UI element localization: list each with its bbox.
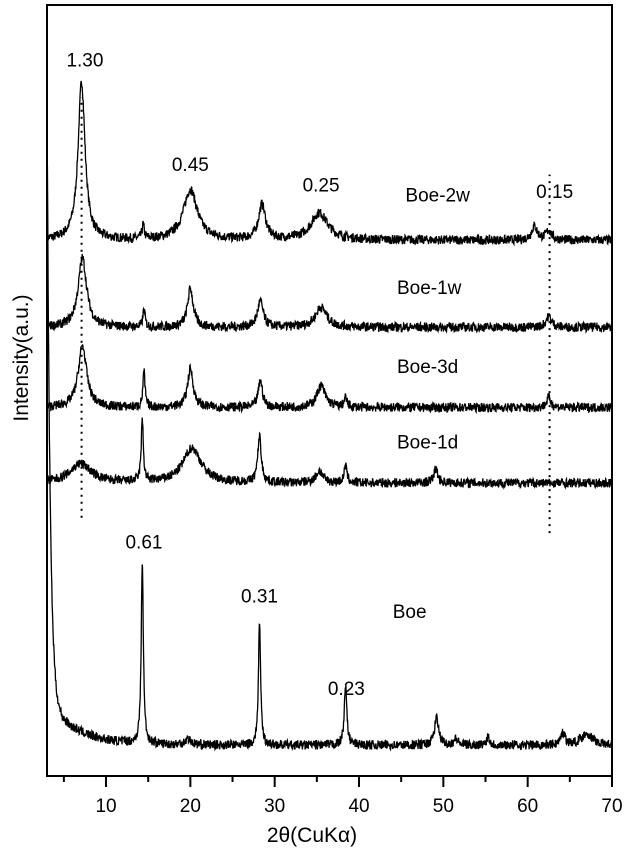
d-spacing-label: 0.61 — [125, 533, 162, 554]
series-label: Boe-2w — [405, 186, 470, 207]
trace-boe-3d — [46, 344, 613, 415]
trace-boe — [46, 165, 613, 752]
x-tick-label: 60 — [517, 796, 538, 817]
reference-lines — [80, 97, 551, 534]
trace-boe-1w — [46, 253, 613, 335]
series-label: Boe-1w — [397, 278, 462, 299]
d-spacing-label: 0.31 — [241, 587, 278, 608]
d-spacing-label: 0.23 — [328, 679, 365, 700]
annotations: 1.30 0.45 0.25 0.15 0.61 0.31 0.23 Boe-2w Boe-1w… — [66, 51, 573, 700]
x-tick-label: 30 — [264, 796, 285, 817]
x-axis-label: 2θ(CuKα) — [267, 824, 357, 847]
d-spacing-label: 0.15 — [536, 182, 573, 203]
trace-boe-2w — [46, 80, 613, 247]
series-label: Boe — [393, 602, 427, 623]
d-spacing-label: 0.25 — [303, 176, 340, 197]
x-tick-label: 50 — [433, 796, 454, 817]
x-axis-ticks: 10 20 30 40 50 60 70 — [62, 776, 623, 817]
x-tick-label: 70 — [601, 796, 622, 817]
plot-frame — [46, 4, 613, 777]
d-spacing-label: 0.45 — [172, 155, 209, 176]
x-tick-label: 40 — [348, 796, 369, 817]
traces — [46, 80, 613, 752]
series-label: Boe-3d — [397, 357, 458, 378]
x-tick-label: 20 — [180, 796, 201, 817]
y-axis-label: Intensity(a.u.) — [10, 294, 33, 421]
x-tick-label: 10 — [95, 796, 116, 817]
d-spacing-label: 1.30 — [66, 51, 103, 72]
series-label: Boe-1d — [397, 432, 458, 453]
trace-boe-1d — [46, 417, 613, 490]
